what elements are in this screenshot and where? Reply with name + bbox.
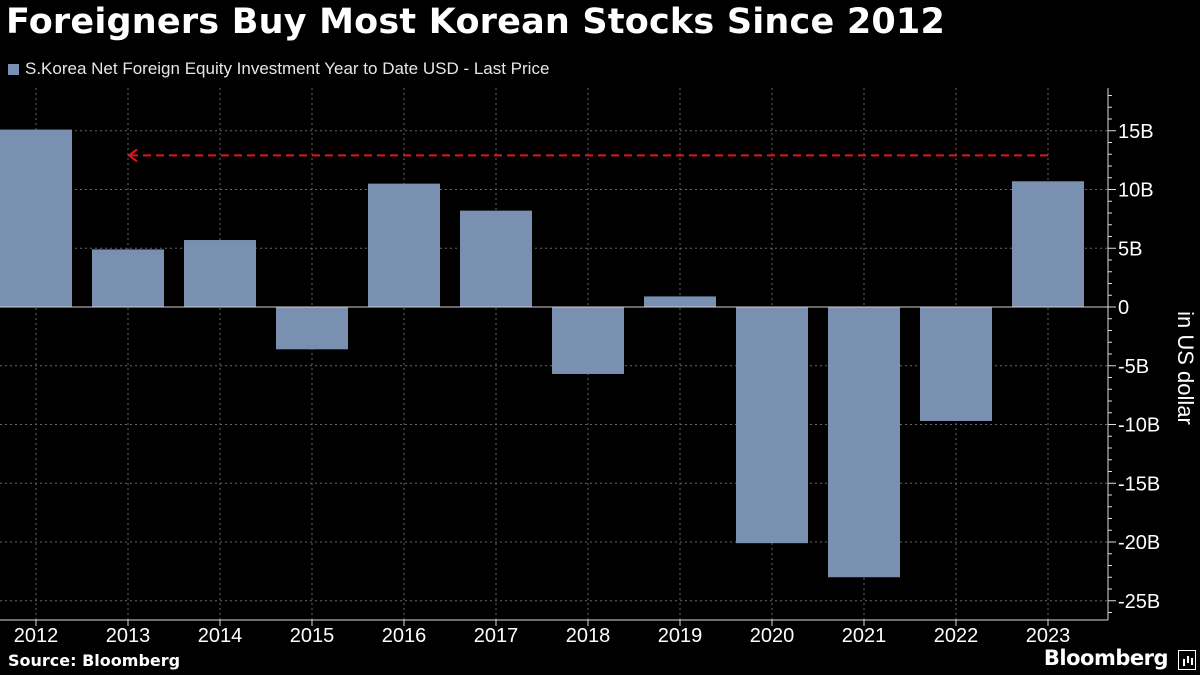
chart-title: Foreigners Buy Most Korean Stocks Since … (6, 2, 946, 42)
bar-2022 (920, 307, 992, 421)
y-tick-label: 5B (1118, 238, 1142, 260)
legend-label: S.Korea Net Foreign Equity Investment Ye… (25, 59, 550, 78)
x-tick-label: 2012 (14, 625, 59, 647)
bar-2023 (1012, 181, 1084, 307)
source-note: Source: Bloomberg (8, 651, 181, 670)
bar-2019 (644, 296, 716, 307)
x-tick-label: 2023 (1026, 625, 1071, 647)
x-tick-label: 2017 (474, 625, 519, 647)
brand-logo: Bloomberg (1043, 646, 1169, 670)
y-tick-label: -10B (1118, 415, 1160, 437)
x-tick-label: 2020 (750, 625, 795, 647)
x-tick-label: 2018 (566, 625, 611, 647)
x-tick-label: 2021 (842, 625, 887, 647)
y-tick-label: 15B (1118, 121, 1154, 143)
bar-2017 (460, 210, 532, 307)
y-tick-label: -5B (1118, 356, 1149, 378)
x-tick-label: 2015 (290, 625, 335, 647)
y-tick-label: 10B (1118, 180, 1154, 202)
bar-2018 (552, 307, 624, 374)
y-tick-label: -25B (1118, 591, 1160, 613)
bar-2015 (276, 307, 348, 350)
legend: S.Korea Net Foreign Equity Investment Ye… (8, 59, 549, 79)
y-tick-label: 0 (1118, 297, 1129, 319)
bar-2014 (184, 240, 256, 307)
x-tick-label: 2019 (658, 625, 703, 647)
bar-2013 (92, 249, 164, 307)
y-axis-label: in US dollar (1173, 311, 1198, 425)
y-tick-label: -15B (1118, 473, 1160, 495)
reference-arrow-head (127, 148, 138, 163)
legend-swatch (8, 63, 19, 75)
bar-2020 (736, 307, 808, 544)
x-tick-label: 2022 (934, 625, 979, 647)
x-tick-label: 2014 (198, 625, 243, 647)
bar-2021 (828, 307, 900, 578)
x-tick-label: 2013 (106, 625, 151, 647)
chart-icon (1178, 650, 1196, 670)
y-tick-label: -20B (1118, 532, 1160, 554)
x-tick-label: 2016 (382, 625, 427, 647)
bar-2016 (368, 183, 440, 307)
bar-2012 (0, 129, 72, 307)
